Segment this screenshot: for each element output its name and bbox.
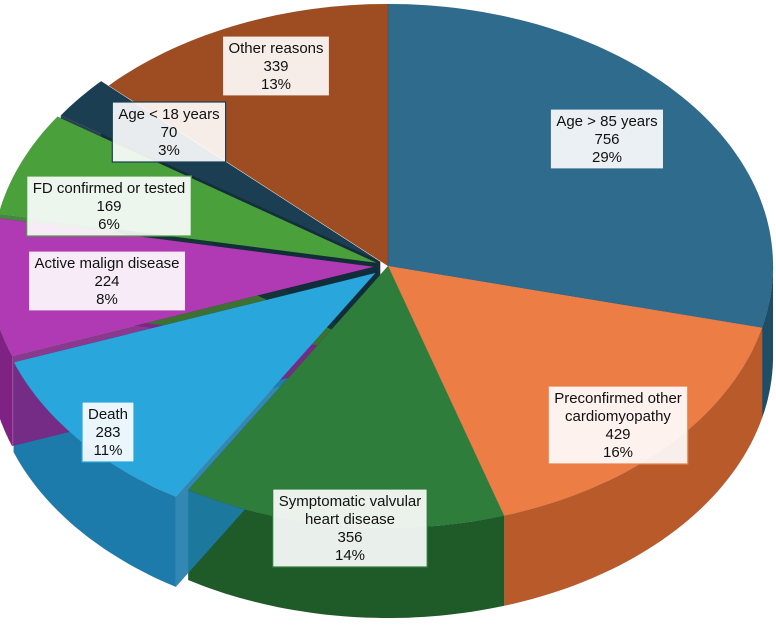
label-value: 356 xyxy=(337,529,362,546)
label-value: 756 xyxy=(594,131,619,148)
label-text: Symptomatic valvular xyxy=(279,493,422,510)
label-percent: 16% xyxy=(603,444,633,461)
label-value: 224 xyxy=(94,273,119,290)
label-text: Death xyxy=(88,406,128,423)
label-percent: 13% xyxy=(261,76,291,93)
label-text: Preconfirmed other xyxy=(554,390,682,407)
label-value: 169 xyxy=(96,198,121,215)
label-box xyxy=(272,488,428,568)
label-percent: 3% xyxy=(158,142,180,159)
label-percent: 29% xyxy=(592,149,622,166)
label-box xyxy=(27,250,187,312)
label-text: Other reasons xyxy=(228,40,323,57)
label-percent: 11% xyxy=(94,442,123,459)
pie-side-active-malign-disease xyxy=(0,328,13,447)
label-percent: 6% xyxy=(98,216,120,233)
label-box xyxy=(26,175,192,237)
label-value: 339 xyxy=(263,58,288,75)
label-value: 429 xyxy=(605,426,630,443)
label-text: heart disease xyxy=(305,511,395,528)
label-value: 283 xyxy=(95,424,120,441)
label-percent: 8% xyxy=(96,291,118,308)
label-text: Active malign disease xyxy=(34,255,179,272)
label-text: FD confirmed or tested xyxy=(33,180,186,197)
label-text: cardiomyopathy xyxy=(565,408,671,425)
label-box xyxy=(549,108,665,170)
label-box xyxy=(81,401,135,463)
label-box xyxy=(547,385,689,465)
label-value: 70 xyxy=(161,124,178,141)
label-text: Age < 18 years xyxy=(118,106,219,123)
label-text: Age > 85 years xyxy=(556,113,657,130)
label-percent: 14% xyxy=(335,547,365,564)
label-box xyxy=(111,101,227,163)
label-box xyxy=(221,35,331,97)
